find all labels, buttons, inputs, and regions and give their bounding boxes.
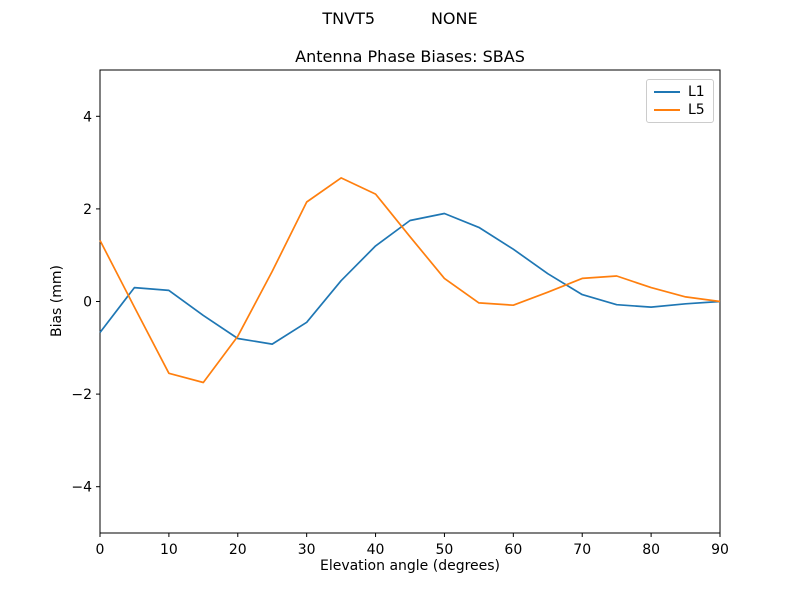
legend-label-l1: L1 [688,84,705,101]
x-tick-label: 10 [160,542,178,558]
series-line-l5 [99,177,721,384]
x-axis-label: Elevation angle (degrees) [319,558,501,574]
plot-frame [99,69,721,534]
legend: L1 L5 [646,79,714,123]
x-tick-label: 40 [367,542,385,558]
x-tick-label: 70 [573,542,591,558]
x-tick-label: 60 [504,542,522,558]
x-tick-label: 30 [298,542,316,558]
y-tick-label: 2 [83,202,92,218]
legend-item-l1: L1 [654,85,706,99]
series-line-l1 [99,212,721,345]
legend-line-sample-l1 [654,91,680,94]
y-axis-label: Bias (mm) [49,264,65,338]
x-tick-label: 90 [711,542,729,558]
legend-label-l5: L5 [688,101,705,118]
legend-item-l5: L5 [654,103,706,117]
chart-title: Antenna Phase Biases: SBAS [295,47,525,66]
x-tick-label: 50 [436,542,454,558]
legend-line-sample-l5 [654,108,680,111]
y-tick-label: −2 [71,387,92,403]
x-tick-label: 0 [96,542,105,558]
y-tick-label: −4 [71,480,92,496]
y-tick-label: 0 [83,295,92,311]
figure-suptitle: TNVT5 NONE [322,9,478,28]
x-tick-label: 20 [229,542,247,558]
y-tick-label: 4 [83,109,92,125]
x-tick-label: 80 [642,542,660,558]
